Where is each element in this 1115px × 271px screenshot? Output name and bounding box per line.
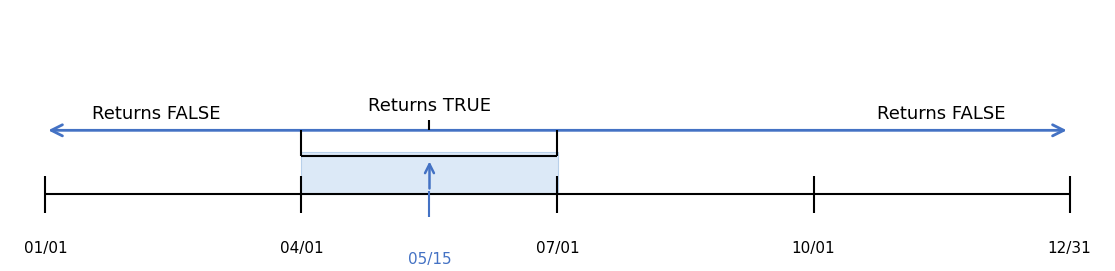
Bar bbox=[301, 151, 558, 194]
Text: Returns TRUE: Returns TRUE bbox=[368, 97, 491, 115]
Text: 10/01: 10/01 bbox=[792, 241, 835, 256]
Text: 07/01: 07/01 bbox=[535, 241, 580, 256]
Text: Returns FALSE: Returns FALSE bbox=[93, 105, 221, 123]
Text: 12/31: 12/31 bbox=[1048, 241, 1092, 256]
Text: 04/01: 04/01 bbox=[280, 241, 323, 256]
Text: 05/15: 05/15 bbox=[408, 252, 452, 267]
Text: Returns FALSE: Returns FALSE bbox=[878, 105, 1006, 123]
Text: 01/01: 01/01 bbox=[23, 241, 67, 256]
